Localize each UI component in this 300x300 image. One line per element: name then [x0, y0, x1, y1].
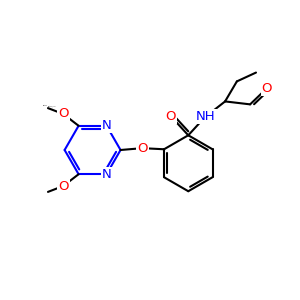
Text: OMe: OMe — [48, 100, 51, 102]
Text: O: O — [137, 142, 148, 155]
Text: methyl: methyl — [44, 104, 48, 105]
Text: NH: NH — [196, 110, 216, 123]
Text: O: O — [58, 107, 68, 121]
Text: N: N — [102, 119, 111, 132]
Text: O: O — [58, 179, 68, 193]
Text: N: N — [102, 168, 111, 181]
Text: O: O — [262, 82, 272, 95]
Text: methyl: methyl — [43, 104, 48, 106]
Text: O: O — [165, 110, 176, 123]
Text: methyl_end: methyl_end — [47, 105, 56, 107]
